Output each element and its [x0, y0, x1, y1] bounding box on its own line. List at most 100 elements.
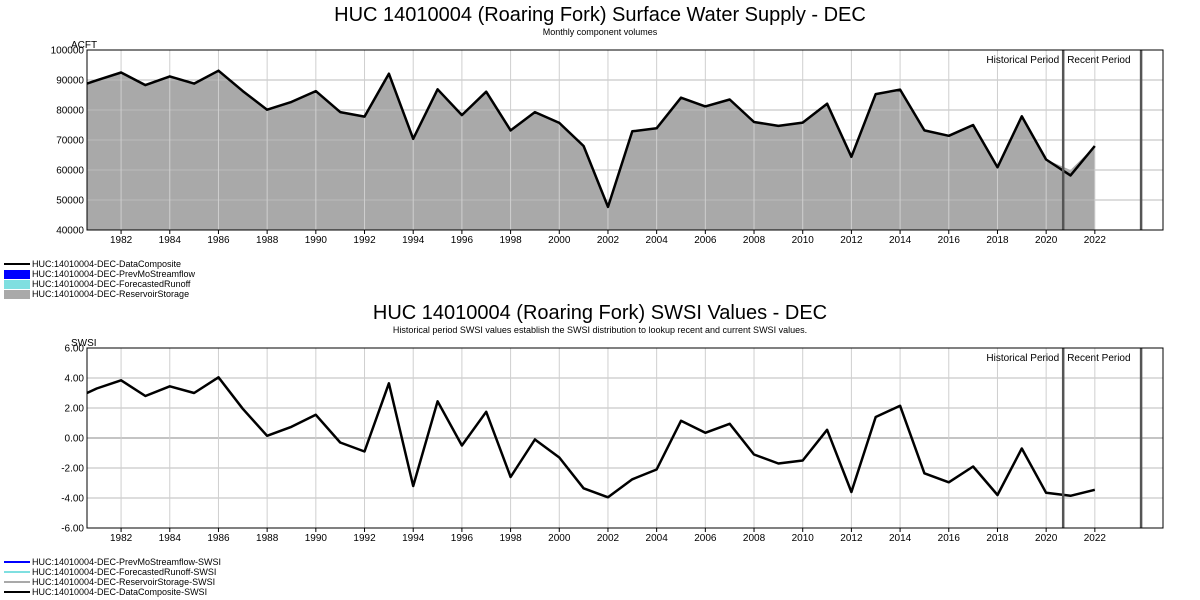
chart2-legend: HUC:14010004-DEC-PrevMoStreamflow-SWSI HU… [4, 557, 221, 597]
x-tick-label: 1984 [159, 235, 182, 246]
x-tick-label: 2004 [646, 235, 669, 246]
recent-period-label: Recent Period [1067, 353, 1130, 364]
legend-swatch [4, 571, 30, 573]
x-tick-label: 1988 [256, 235, 279, 246]
x-tick-label: 1994 [402, 533, 425, 544]
series-line-HUC:14010004-DEC-DataComposite [86, 69, 1096, 209]
y-tick-label: 40000 [56, 226, 84, 237]
x-tick-label: 2010 [792, 533, 815, 544]
legend-swatch [4, 289, 30, 299]
legend-label: HUC:14010004-DEC-ForecastedRunoff [32, 279, 191, 289]
x-tick-label: 1996 [451, 533, 474, 544]
y-tick-label: 60000 [56, 166, 84, 177]
legend-swatch [4, 279, 30, 289]
x-tick-label: 2014 [889, 235, 912, 246]
legend-label: HUC:14010004-DEC-PrevMoStreamflow-SWSI [32, 557, 222, 567]
legend-entry: HUC:14010004-DEC-ForecastedRunoff [4, 279, 195, 289]
legend-entry: HUC:14010004-DEC-ReservoirStorage-SWSI [4, 577, 221, 587]
y-tick-label: 50000 [56, 196, 84, 207]
legend-swatch [4, 263, 30, 265]
x-tick-label: 1982 [110, 533, 133, 544]
legend-swatch [4, 591, 30, 593]
x-tick-label: 1986 [207, 533, 230, 544]
x-tick-label: 2014 [889, 533, 912, 544]
y-tick-label: 90000 [56, 76, 84, 87]
y-tick-label: 70000 [56, 136, 84, 147]
y-tick-label: 4.00 [65, 374, 85, 385]
legend-entry: HUC:14010004-DEC-PrevMoStreamflow [4, 269, 195, 279]
x-tick-label: 2000 [548, 235, 571, 246]
x-tick-label: 2016 [938, 533, 961, 544]
x-tick-label: 2020 [1035, 235, 1058, 246]
y-tick-label: 100000 [51, 46, 85, 57]
y-tick-label: -4.00 [61, 494, 84, 505]
legend-label: HUC:14010004-DEC-ReservoirStorage-SWSI [32, 577, 216, 587]
legend-entry: HUC:14010004-DEC-ForecastedRunoff-SWSI [4, 567, 221, 577]
x-tick-label: 1982 [110, 235, 133, 246]
y-axis-label: SWSI [71, 338, 97, 349]
legend-entry: HUC:14010004-DEC-PrevMoStreamflow-SWSI [4, 557, 221, 567]
legend-entry: HUC:14010004-DEC-DataComposite-SWSI [4, 587, 221, 597]
y-axis-label: ACFT [71, 40, 97, 51]
x-tick-label: 2004 [646, 533, 669, 544]
chart2-title: HUC 14010004 (Roaring Fork) SWSI Values … [372, 302, 828, 324]
x-tick-label: 2008 [743, 235, 766, 246]
legend-label: HUC:14010004-DEC-ReservoirStorage [32, 289, 190, 299]
chart1-title: HUC 14010004 (Roaring Fork) Surface Wate… [334, 4, 866, 26]
x-tick-label: 1984 [159, 533, 182, 544]
legend-swatch [4, 561, 30, 563]
chart2-subtitle: Historical period SWSI values establish … [392, 325, 808, 335]
legend-label: HUC:14010004-DEC-DataComposite-SWSI [32, 587, 208, 597]
x-tick-label: 1988 [256, 533, 279, 544]
x-tick-label: 2020 [1035, 533, 1058, 544]
x-tick-label: 1994 [402, 235, 425, 246]
legend-entry: HUC:14010004-DEC-ReservoirStorage [4, 289, 195, 299]
x-tick-label: 2008 [743, 533, 766, 544]
historical-period-label: Historical Period [986, 353, 1059, 364]
chart1-subtitle: Monthly component volumes [542, 27, 658, 37]
y-tick-label: -2.00 [61, 464, 84, 475]
y-tick-label: 2.00 [65, 404, 85, 415]
x-tick-label: 2002 [597, 235, 620, 246]
x-tick-label: 1998 [499, 235, 522, 246]
legend-swatch [4, 581, 30, 583]
plot-border [86, 347, 1164, 529]
historical-period-label: Historical Period [986, 55, 1059, 66]
x-tick-label: 1990 [305, 235, 328, 246]
x-tick-label: 2006 [694, 235, 717, 246]
x-tick-label: 2016 [938, 235, 961, 246]
x-tick-label: 2022 [1084, 235, 1107, 246]
series-line-HUC:14010004-DEC-DataComposite-SWSI [86, 376, 1096, 499]
x-tick-label: 1986 [207, 235, 230, 246]
x-tick-label: 2012 [840, 533, 863, 544]
x-tick-label: 1998 [499, 533, 522, 544]
chart1-area: 40000 50000 60000 70000 80000 90000 100000 1982… [51, 40, 1164, 246]
y-tick-label: 80000 [56, 106, 84, 117]
x-tick-label: 1992 [353, 533, 376, 544]
x-tick-label: 2018 [986, 533, 1009, 544]
chart2-area: -6.00 -4.00 -2.00 0.00 2.00 4.00 6.00 1982 1984 1… [61, 338, 1164, 544]
y-tick-label: 0.00 [65, 434, 85, 445]
legend-swatch [4, 269, 30, 279]
x-tick-label: 1990 [305, 533, 328, 544]
y-tick-label: -6.00 [61, 524, 84, 535]
legend-label: HUC:14010004-DEC-DataComposite [32, 259, 182, 269]
x-tick-label: 2022 [1084, 533, 1107, 544]
x-tick-label: 2002 [597, 533, 620, 544]
x-tick-label: 1996 [451, 235, 474, 246]
legend-entry: HUC:14010004-DEC-DataComposite [4, 259, 195, 269]
series-area-HUC:14010004-DEC-ReservoirStorage [87, 70, 1095, 230]
chart1-legend: HUC:14010004-DEC-DataComposite HUC:140100… [4, 259, 195, 299]
x-tick-label: 1992 [353, 235, 376, 246]
x-tick-label: 2000 [548, 533, 571, 544]
x-tick-label: 2012 [840, 235, 863, 246]
legend-label: HUC:14010004-DEC-ForecastedRunoff-SWSI [32, 567, 217, 577]
x-tick-label: 2010 [792, 235, 815, 246]
recent-period-label: Recent Period [1067, 55, 1130, 66]
legend-label: HUC:14010004-DEC-PrevMoStreamflow [32, 269, 196, 279]
x-tick-label: 2018 [986, 235, 1009, 246]
plot-border [86, 49, 1164, 231]
x-tick-label: 2006 [694, 533, 717, 544]
y-tick-label: 6.00 [65, 344, 85, 355]
